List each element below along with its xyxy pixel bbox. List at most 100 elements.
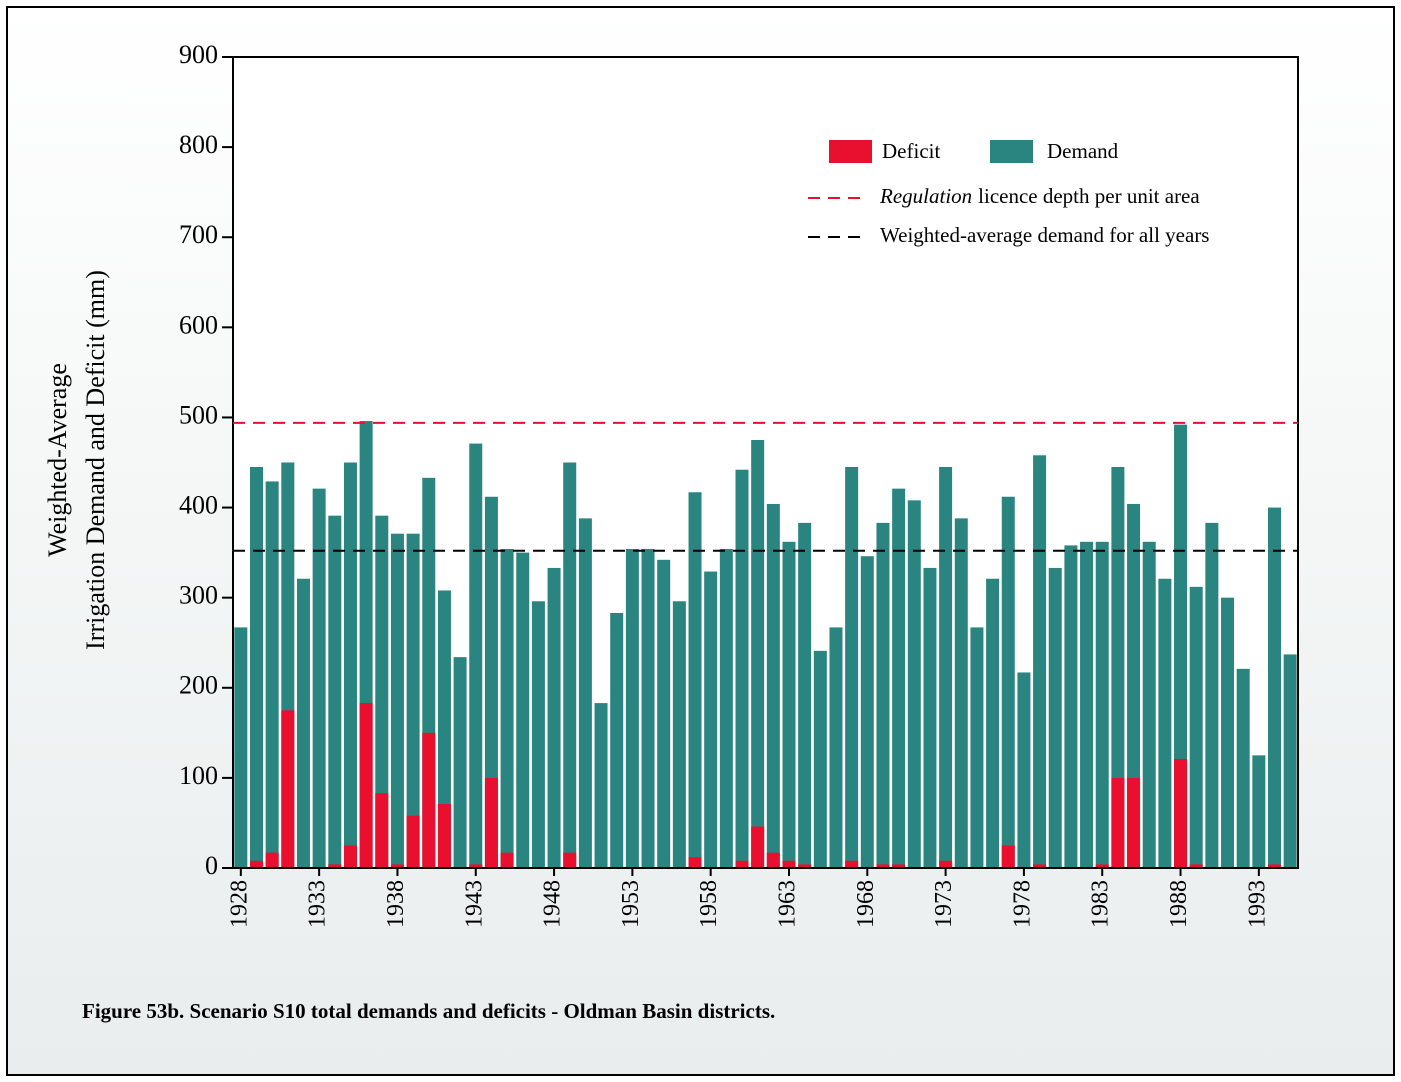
bar: [1158, 578, 1172, 868]
bar: [1111, 467, 1125, 868]
bar: [1205, 522, 1219, 868]
bar: [437, 590, 451, 868]
bar: [484, 777, 498, 868]
bar: [390, 864, 404, 868]
bar: [531, 601, 545, 868]
bar: [265, 852, 279, 868]
bar: [343, 462, 357, 868]
bar: [1142, 541, 1156, 868]
bar: [876, 864, 890, 868]
y-tick-label: 300: [179, 581, 218, 610]
legend-label-emphasis: Regulation: [879, 184, 972, 208]
x-tick-label: 1983: [1088, 880, 1114, 928]
bar: [1236, 668, 1250, 868]
bar: [453, 657, 467, 868]
bar: [829, 627, 843, 868]
y-tick-label: 100: [179, 761, 218, 790]
y-tick-label: 600: [179, 310, 218, 339]
bar: [907, 500, 921, 868]
legend-label: Weighted-average demand for all years: [880, 223, 1209, 247]
bar: [1001, 496, 1015, 868]
bar: [1252, 755, 1266, 868]
legend-label: Deficit: [882, 139, 940, 163]
bar: [516, 552, 530, 868]
bar: [390, 533, 404, 868]
y-tick-label: 500: [179, 400, 218, 429]
bar: [672, 601, 686, 868]
bar: [1283, 654, 1297, 868]
marks: [234, 421, 1297, 868]
bar: [484, 496, 498, 868]
legend-swatch: [829, 140, 872, 163]
bar: [892, 488, 906, 868]
bar: [1127, 777, 1141, 868]
bar: [735, 860, 749, 868]
bar: [328, 515, 342, 868]
y-tick-label: 400: [179, 491, 218, 520]
bar: [1017, 672, 1031, 868]
bar: [876, 522, 890, 868]
bar: [469, 443, 483, 868]
bar: [1174, 758, 1188, 868]
bar: [641, 549, 655, 868]
bar: [1174, 424, 1188, 868]
bar: [782, 541, 796, 868]
bar: [234, 627, 248, 868]
bar: [563, 462, 577, 868]
bar: [500, 852, 514, 868]
bar: [766, 503, 780, 868]
bar: [406, 533, 420, 868]
legend-label: Regulation licence depth per unit area: [879, 184, 1200, 208]
bar: [625, 549, 639, 868]
bar: [281, 710, 295, 868]
bar: [406, 815, 420, 868]
bar: [610, 612, 624, 868]
bar: [1095, 541, 1109, 868]
x-tick-label: 1953: [618, 880, 644, 928]
bar: [704, 571, 718, 868]
bar: [798, 522, 812, 868]
bar: [657, 559, 671, 868]
bar: [1127, 503, 1141, 868]
legend-label-text: licence depth per unit area: [978, 184, 1200, 208]
bar: [249, 467, 263, 868]
bar: [1033, 455, 1047, 868]
bar: [578, 518, 592, 868]
legend-label-text: Weighted-average demand for all years: [880, 223, 1209, 247]
y-tick-label: 800: [179, 130, 218, 159]
y-tick-label: 0: [205, 851, 218, 880]
bar: [751, 439, 765, 868]
bar: [1189, 864, 1203, 868]
bar: [892, 864, 906, 868]
x-tick-label: 1973: [931, 880, 957, 928]
bar: [688, 857, 702, 868]
bar: [469, 864, 483, 868]
x-tick-label: 1943: [461, 880, 487, 928]
bar: [1268, 864, 1282, 868]
y-tick-label: 700: [179, 220, 218, 249]
plot-border: [232, 56, 1299, 869]
x-tick-label: 1978: [1009, 880, 1035, 928]
bar: [359, 703, 373, 868]
bar: [954, 518, 968, 868]
bar: [594, 703, 608, 868]
bar: [813, 650, 827, 868]
x-tick-label: 1948: [540, 880, 566, 928]
x-tick-label: 1988: [1166, 880, 1192, 928]
bar: [547, 567, 561, 868]
bar: [1033, 864, 1047, 868]
bar: [375, 515, 389, 868]
bar: [1095, 864, 1109, 868]
caption: Figure 53b. Scenario S10 total demands a…: [82, 999, 775, 1023]
legend-label: Demand: [1047, 139, 1119, 163]
y-axis-label: Irrigation Demand and Deficit (mm): [81, 270, 110, 650]
bar: [1221, 597, 1235, 868]
bar: [249, 860, 263, 868]
bar: [500, 549, 514, 868]
bar: [939, 467, 953, 868]
bar: [766, 852, 780, 868]
bar: [845, 860, 859, 868]
bar: [265, 481, 279, 868]
bar: [986, 578, 1000, 868]
x-tick-label: 1968: [853, 880, 879, 928]
